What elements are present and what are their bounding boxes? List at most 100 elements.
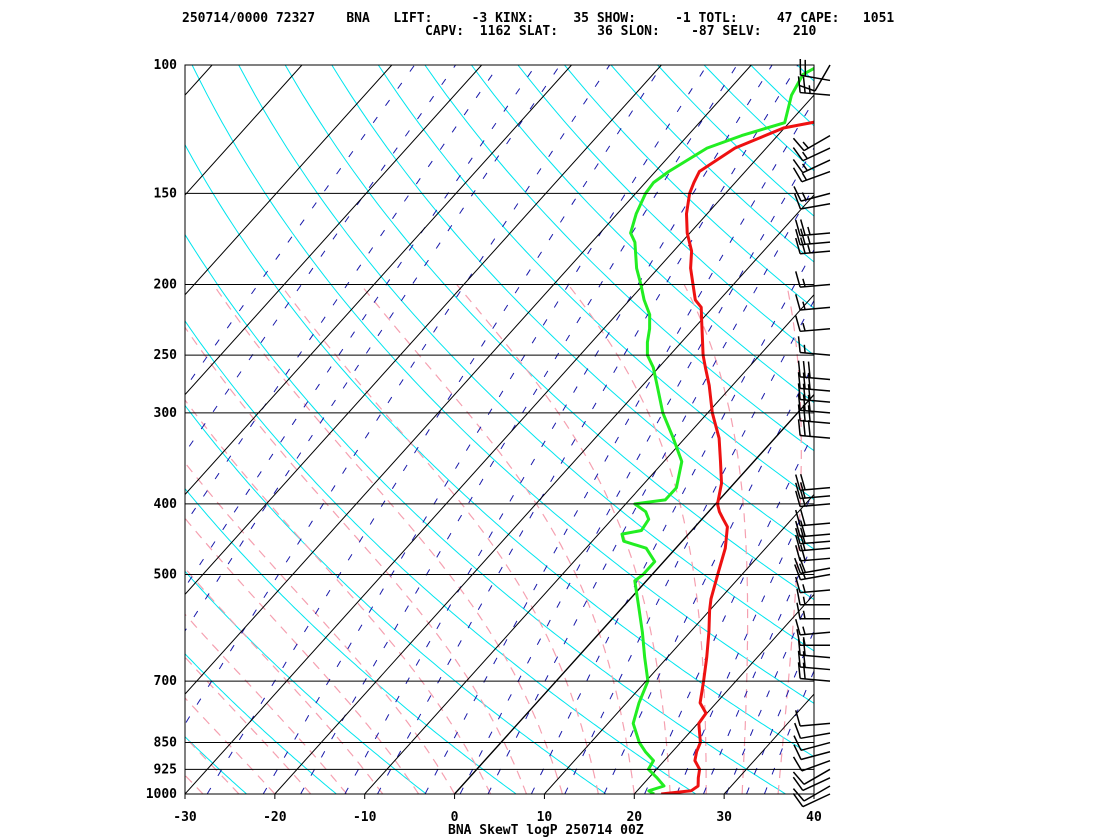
wind-barb bbox=[792, 793, 831, 808]
isotherm bbox=[185, 65, 303, 196]
wind-barb-staff bbox=[802, 777, 831, 792]
moist-adiabat bbox=[185, 517, 420, 794]
pressure-tick-label: 150 bbox=[154, 186, 178, 201]
wind-barb-flag bbox=[795, 474, 801, 491]
wind-barb-staff bbox=[801, 759, 831, 772]
wind-barb-flag bbox=[807, 394, 811, 412]
wind-barb-staff bbox=[802, 147, 831, 162]
wind-barb-flag bbox=[792, 776, 804, 791]
wind-barb-flag bbox=[796, 602, 801, 619]
isotherm bbox=[544, 493, 814, 794]
wind-barb-flag bbox=[795, 534, 801, 551]
mixing-ratio-line bbox=[459, 146, 814, 794]
wind-profile bbox=[792, 58, 831, 808]
dry-adiabat bbox=[191, 65, 814, 704]
wind-barb-flag bbox=[795, 237, 801, 254]
wind-barb-half-flag bbox=[801, 151, 808, 160]
wind-barb-flag bbox=[792, 159, 804, 174]
mixing-ratio-line bbox=[262, 65, 708, 794]
wind-barb bbox=[797, 372, 831, 392]
wind-barb-staff bbox=[800, 573, 831, 581]
pressure-tick-label: 850 bbox=[154, 736, 178, 751]
mixing-ratio-line bbox=[530, 248, 814, 794]
moist-adiabat bbox=[185, 697, 276, 794]
wind-barb-flag bbox=[794, 564, 802, 581]
mixing-ratio-line bbox=[300, 65, 738, 794]
wind-barb bbox=[795, 237, 831, 255]
isotherm bbox=[633, 593, 814, 794]
wind-barb-flag bbox=[802, 404, 806, 422]
wind-barb bbox=[792, 159, 831, 174]
wind-barb-staff bbox=[800, 750, 831, 761]
wind-barb-flag bbox=[802, 372, 806, 389]
plot-frame bbox=[184, 64, 815, 795]
wind-barb bbox=[793, 735, 831, 752]
temperature-tick-label: 10 bbox=[537, 810, 553, 825]
wind-barb-flag bbox=[797, 336, 801, 353]
mixing-ratio-line bbox=[703, 540, 814, 794]
temperature-profile bbox=[661, 120, 814, 794]
dry-adiabat bbox=[331, 65, 814, 550]
isotherm bbox=[0, 65, 122, 794]
isotherm bbox=[0, 65, 32, 794]
isotherm bbox=[185, 94, 814, 794]
dry-adiabat bbox=[750, 65, 814, 127]
dry-adiabat bbox=[0, 65, 157, 794]
wind-barb bbox=[796, 602, 830, 620]
wind-barb-flag bbox=[795, 228, 801, 245]
dewpoint-profile bbox=[620, 66, 814, 794]
wind-barb-flag bbox=[793, 744, 802, 760]
temperature-tick-label: 30 bbox=[716, 810, 732, 825]
wind-barb bbox=[795, 710, 831, 727]
wind-barb-flag bbox=[792, 788, 805, 802]
wind-barb-flag bbox=[802, 361, 806, 378]
wind-barb-flag bbox=[799, 527, 806, 544]
isotherm bbox=[454, 393, 814, 794]
isotherm bbox=[185, 65, 662, 596]
temperature-tick-label: 20 bbox=[626, 810, 642, 825]
temperature-tick-label: -20 bbox=[263, 810, 287, 825]
wind-barb-half-flag bbox=[807, 235, 811, 245]
pressure-tick-label: 250 bbox=[154, 348, 178, 363]
pressure-tick-label: 500 bbox=[154, 568, 178, 583]
isotherm bbox=[185, 65, 213, 96]
wind-barb-flag bbox=[795, 520, 801, 537]
wind-barb bbox=[792, 768, 831, 785]
wind-barb-half-flag bbox=[802, 322, 806, 332]
mixing-ratio-line bbox=[206, 65, 663, 794]
dry-adiabat bbox=[185, 570, 427, 794]
temperature-tick-label: 40 bbox=[806, 810, 822, 825]
pressure-tick-label: 925 bbox=[154, 762, 177, 777]
dry-adiabat bbox=[185, 404, 607, 794]
wind-barb-half-flag bbox=[807, 226, 811, 235]
wind-barb-flag bbox=[792, 793, 804, 808]
dry-adiabat bbox=[471, 65, 814, 404]
wind-barb-half-flag bbox=[802, 626, 806, 635]
wind-barb bbox=[795, 527, 831, 545]
moist-adiabat bbox=[683, 284, 749, 794]
wind-barb-staff bbox=[800, 722, 831, 727]
wind-barb-staff bbox=[802, 793, 831, 808]
wind-barb-staff bbox=[801, 170, 831, 183]
dry-adiabat bbox=[517, 65, 814, 356]
wind-barb bbox=[795, 294, 831, 311]
wind-barb-flag bbox=[802, 383, 806, 400]
moist-adiabat bbox=[360, 284, 635, 794]
moist-adiabat bbox=[567, 284, 707, 794]
dry-adiabat bbox=[185, 487, 517, 794]
wind-barb bbox=[792, 756, 831, 772]
wind-barb bbox=[795, 619, 831, 636]
moist-adiabat bbox=[212, 284, 563, 794]
wind-barb-half-flag bbox=[801, 163, 808, 172]
wind-barb-flag bbox=[793, 186, 802, 202]
wind-barb-half-flag bbox=[802, 301, 806, 310]
wind-barb bbox=[797, 360, 831, 381]
wind-barb bbox=[795, 219, 831, 237]
wind-barb-flag bbox=[796, 629, 801, 646]
isotherm bbox=[364, 294, 814, 794]
mixing-ratio-line bbox=[725, 586, 814, 794]
wind-barb-flag bbox=[795, 294, 801, 311]
wind-barb bbox=[795, 544, 831, 562]
